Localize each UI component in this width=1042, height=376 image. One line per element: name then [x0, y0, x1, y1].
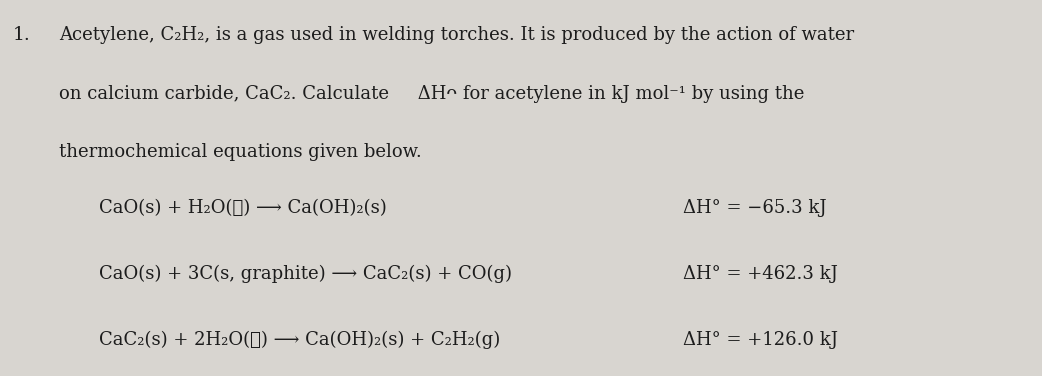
Text: CaO(s) + H₂O(ℓ) ⟶ Ca(OH)₂(s): CaO(s) + H₂O(ℓ) ⟶ Ca(OH)₂(s): [99, 199, 387, 217]
Text: 1.: 1.: [13, 26, 30, 44]
Text: on calcium carbide, CaC₂. Calculate     ΔHᴖ for acetylene in kJ mol⁻¹ by using t: on calcium carbide, CaC₂. Calculate ΔHᴖ …: [59, 85, 804, 103]
Text: ΔH° = −65.3 kJ: ΔH° = −65.3 kJ: [683, 199, 826, 217]
Text: CaC₂(s) + 2H₂O(ℓ) ⟶ Ca(OH)₂(s) + C₂H₂(g): CaC₂(s) + 2H₂O(ℓ) ⟶ Ca(OH)₂(s) + C₂H₂(g): [99, 331, 500, 349]
Text: ΔH° = +126.0 kJ: ΔH° = +126.0 kJ: [683, 331, 838, 349]
Text: Acetylene, C₂H₂, is a gas used in welding torches. It is produced by the action : Acetylene, C₂H₂, is a gas used in weldin…: [59, 26, 854, 44]
Text: CaO(s) + 3C(s, graphite) ⟶ CaC₂(s) + CO(g): CaO(s) + 3C(s, graphite) ⟶ CaC₂(s) + CO(…: [99, 265, 512, 284]
Text: thermochemical equations given below.: thermochemical equations given below.: [59, 143, 422, 161]
Text: ΔH° = +462.3 kJ: ΔH° = +462.3 kJ: [683, 265, 838, 283]
